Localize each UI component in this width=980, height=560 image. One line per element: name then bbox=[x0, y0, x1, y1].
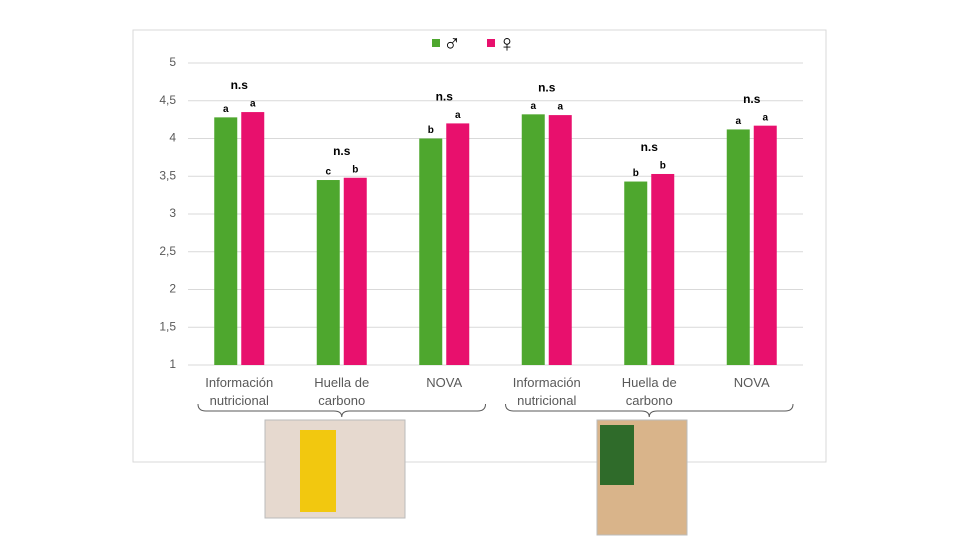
bar bbox=[214, 117, 238, 365]
significance-letter: b bbox=[633, 168, 639, 179]
bar bbox=[624, 181, 648, 365]
y-tick-label: 4,5 bbox=[159, 93, 176, 107]
bar bbox=[316, 180, 340, 365]
significance-letter: a bbox=[762, 112, 768, 123]
group-annotation: n.s bbox=[436, 90, 454, 104]
bar bbox=[548, 115, 572, 365]
bar bbox=[343, 177, 367, 365]
x-tick-label: NOVA bbox=[426, 375, 463, 390]
legend-swatch bbox=[432, 39, 440, 47]
y-tick-label: 2,5 bbox=[159, 244, 176, 258]
y-tick-label: 3 bbox=[169, 206, 176, 220]
bar bbox=[419, 138, 443, 365]
x-tick-label: Huella de carbono bbox=[314, 375, 370, 408]
significance-letter: a bbox=[250, 99, 256, 110]
group-annotation: n.s bbox=[231, 78, 249, 92]
y-tick-label: 1,5 bbox=[159, 319, 176, 333]
significance-letter: a bbox=[455, 110, 461, 121]
significance-letter: a bbox=[557, 102, 563, 113]
significance-letter: b bbox=[660, 161, 666, 172]
x-tick-label: Huella de carbono bbox=[621, 375, 677, 408]
bar bbox=[753, 125, 777, 365]
group-annotation: n.s bbox=[743, 92, 761, 106]
bar bbox=[726, 129, 750, 365]
significance-letter: b bbox=[352, 164, 358, 175]
x-tick-label: Información nutricional bbox=[205, 375, 274, 408]
bracket bbox=[197, 403, 486, 418]
y-tick-label: 5 bbox=[169, 55, 176, 69]
bar bbox=[521, 114, 545, 365]
product-label bbox=[300, 430, 336, 512]
significance-letter: a bbox=[530, 101, 536, 112]
significance-letter: b bbox=[428, 125, 434, 136]
bracket bbox=[505, 403, 794, 418]
legend-label: ♂ bbox=[443, 30, 461, 57]
legend-label: ♀ bbox=[498, 30, 516, 57]
y-tick-label: 3,5 bbox=[159, 168, 176, 182]
legend-swatch bbox=[487, 39, 495, 47]
x-tick-label: Información nutricional bbox=[512, 375, 581, 408]
significance-letter: a bbox=[735, 116, 741, 127]
significance-letter: c bbox=[325, 167, 331, 178]
y-tick-label: 2 bbox=[169, 282, 176, 296]
y-tick-label: 4 bbox=[169, 131, 176, 145]
product-label bbox=[600, 425, 634, 485]
significance-letter: a bbox=[223, 104, 229, 115]
bar bbox=[651, 173, 675, 365]
group-annotation: n.s bbox=[538, 81, 556, 95]
bar bbox=[446, 123, 470, 366]
x-tick-label: NOVA bbox=[733, 375, 770, 390]
y-tick-label: 1 bbox=[169, 357, 176, 371]
group-annotation: n.s bbox=[333, 144, 351, 158]
bar bbox=[241, 112, 265, 365]
group-annotation: n.s bbox=[641, 140, 659, 154]
